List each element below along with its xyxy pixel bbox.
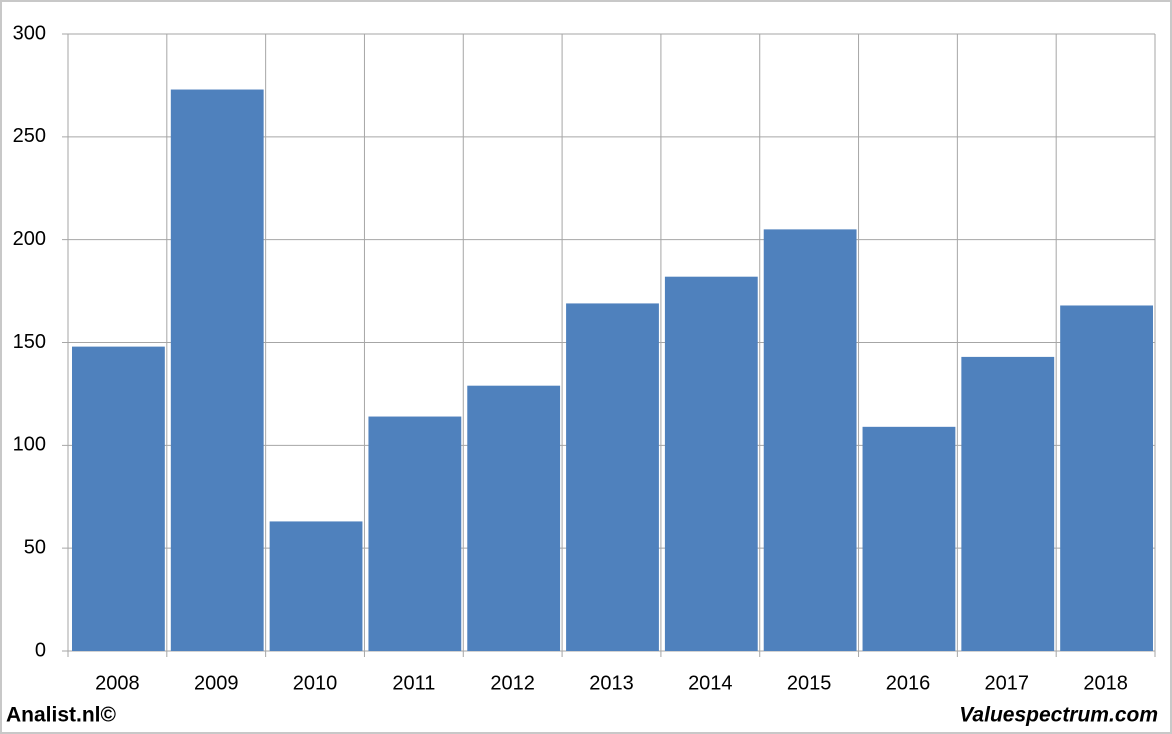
y-tick-label: 300 xyxy=(13,22,46,44)
source-right: Valuespectrum.com xyxy=(959,704,1158,727)
x-tick-label: 2015 xyxy=(787,672,832,694)
bar xyxy=(368,416,462,651)
x-tick-label: 2011 xyxy=(392,672,435,694)
x-tick-label: 2018 xyxy=(1083,672,1128,694)
bar xyxy=(566,303,659,651)
bar xyxy=(269,521,363,651)
y-tick-label: 250 xyxy=(13,125,46,147)
y-tick-label: 150 xyxy=(13,331,46,353)
y-tick-label: 0 xyxy=(35,639,46,661)
x-tick-label: 2017 xyxy=(985,672,1030,694)
bar xyxy=(467,385,561,651)
bar xyxy=(862,426,956,651)
x-tick-label: 2009 xyxy=(194,672,239,694)
bar xyxy=(961,356,1055,651)
bar xyxy=(664,276,758,651)
source-left: Analist.nl© xyxy=(6,704,117,727)
x-tick-label: 2010 xyxy=(293,672,338,694)
x-tick-label: 2012 xyxy=(490,672,535,694)
x-tick-label: 2016 xyxy=(886,672,931,694)
x-tick-label: 2008 xyxy=(95,672,140,694)
y-tick-label: 200 xyxy=(13,228,46,250)
x-tick-label: 2014 xyxy=(688,672,733,694)
y-tick-label: 50 xyxy=(24,536,46,558)
y-tick-label: 100 xyxy=(13,434,46,456)
bar xyxy=(170,89,264,651)
bar xyxy=(763,229,857,651)
x-tick-label: 2013 xyxy=(589,672,634,694)
bar xyxy=(1060,305,1153,651)
bar xyxy=(72,346,165,651)
